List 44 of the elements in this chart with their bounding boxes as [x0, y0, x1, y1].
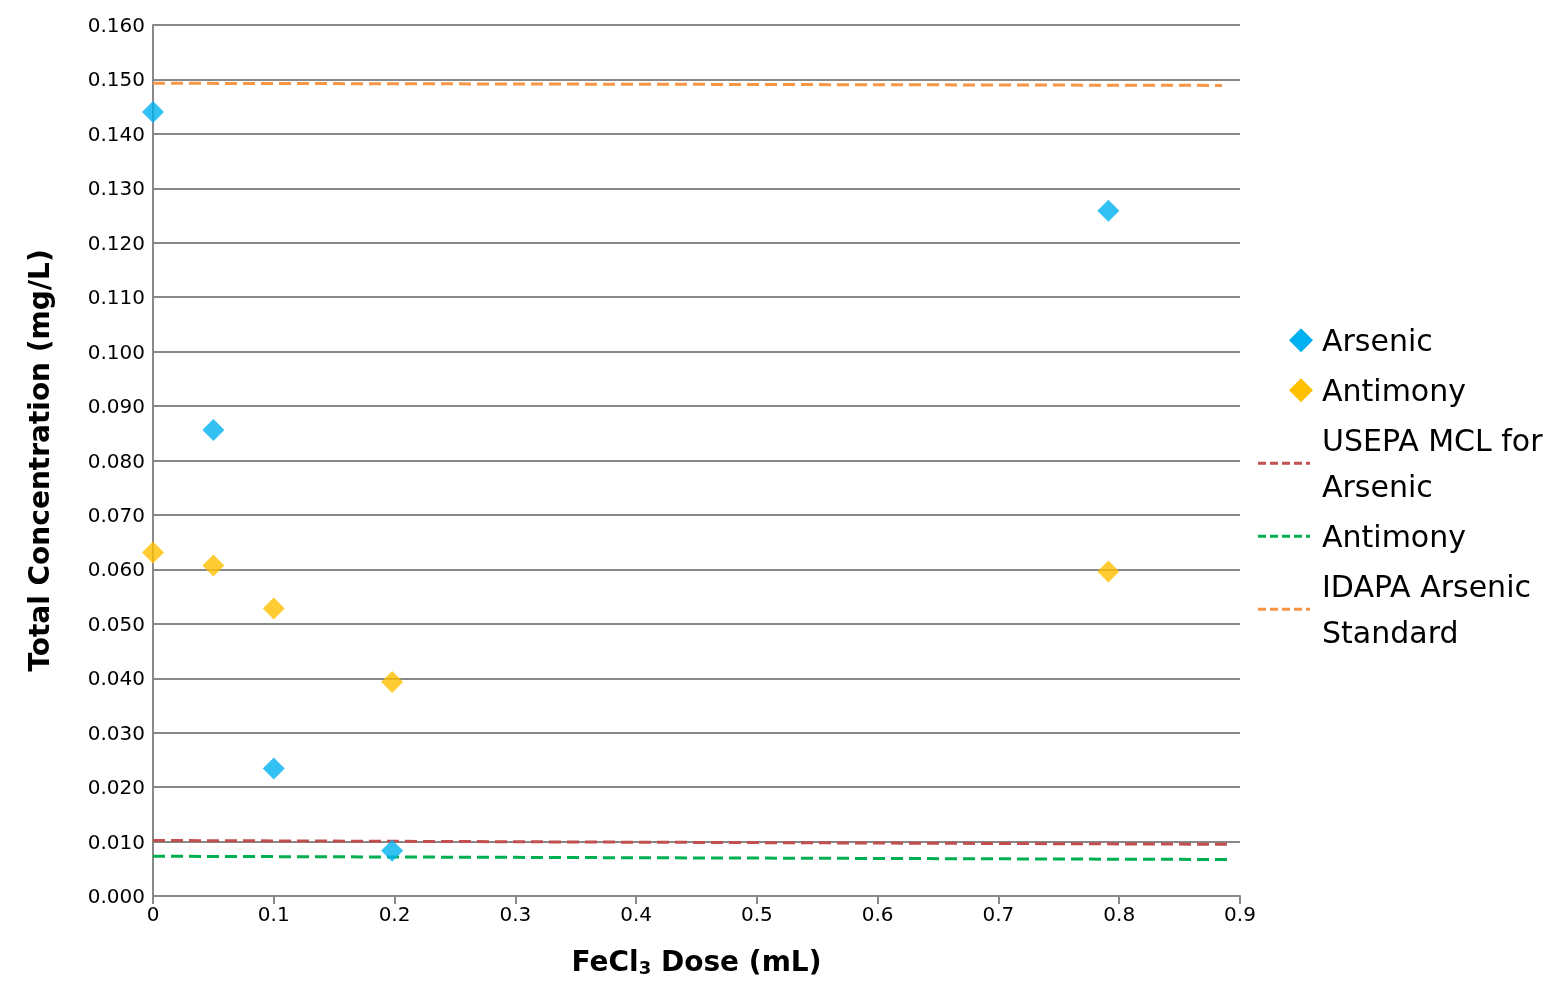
point	[142, 101, 164, 124]
x-tick-label: 0.8	[1103, 902, 1136, 926]
y-tick-label: 0.020	[87, 775, 145, 800]
legend-label: Arsenic	[1322, 322, 1433, 358]
point	[202, 419, 225, 442]
legend-label: USEPA MCL for Arsenic	[1322, 422, 1544, 504]
point	[1097, 560, 1120, 583]
y-axis-title: Total Concentration (mg/L)	[22, 249, 56, 672]
y-tick-label: 0.090	[87, 394, 145, 419]
point	[381, 839, 404, 862]
x-tick-label: 0.4	[620, 902, 653, 926]
legend-label: Antimony	[1322, 372, 1466, 408]
x-tick-label: 0.6	[861, 902, 894, 926]
y-tick-label: 0.000	[87, 884, 145, 908]
x-tick-label: 0.3	[499, 902, 532, 926]
y-tick-label: 0.100	[87, 339, 145, 364]
y-tick-label: 0.060	[87, 557, 145, 582]
y-tick-label: 0.130	[87, 176, 145, 201]
y-tick-label: 0.050	[87, 611, 145, 636]
x-tick-label: 0.9	[1224, 902, 1256, 926]
y-tick-label: 0.160	[87, 13, 145, 37]
y-tick-label: 0.030	[87, 720, 145, 745]
y-tick-label: 0.080	[87, 448, 145, 473]
x-tick-label: 0	[146, 902, 160, 926]
y-tick-label: 0.140	[87, 121, 145, 146]
y-tick-label: 0.150	[87, 67, 145, 92]
point	[381, 671, 404, 694]
y-tick-label: 0.010	[87, 829, 145, 854]
legend-label: IDAPA Arsenic Standard	[1322, 568, 1531, 650]
x-tick-label: 0.1	[257, 902, 290, 926]
x-tick-label: 0.2	[378, 902, 411, 926]
y-tick-label: 0.110	[87, 285, 145, 310]
point	[262, 597, 285, 620]
y-tick-label: 0.120	[87, 230, 145, 255]
x-tick-label: 0.7	[982, 902, 1015, 926]
y-tick-label: 0.040	[87, 666, 145, 691]
point	[1097, 199, 1120, 222]
point	[142, 541, 164, 564]
x-tick-label: 0.5	[740, 902, 773, 926]
point	[202, 554, 225, 577]
legend-label: Antimony	[1322, 518, 1466, 554]
point	[262, 757, 285, 780]
y-tick-label: 0.070	[87, 502, 145, 527]
x-axis-title: FeCl3 Dose (mL)	[571, 944, 822, 978]
